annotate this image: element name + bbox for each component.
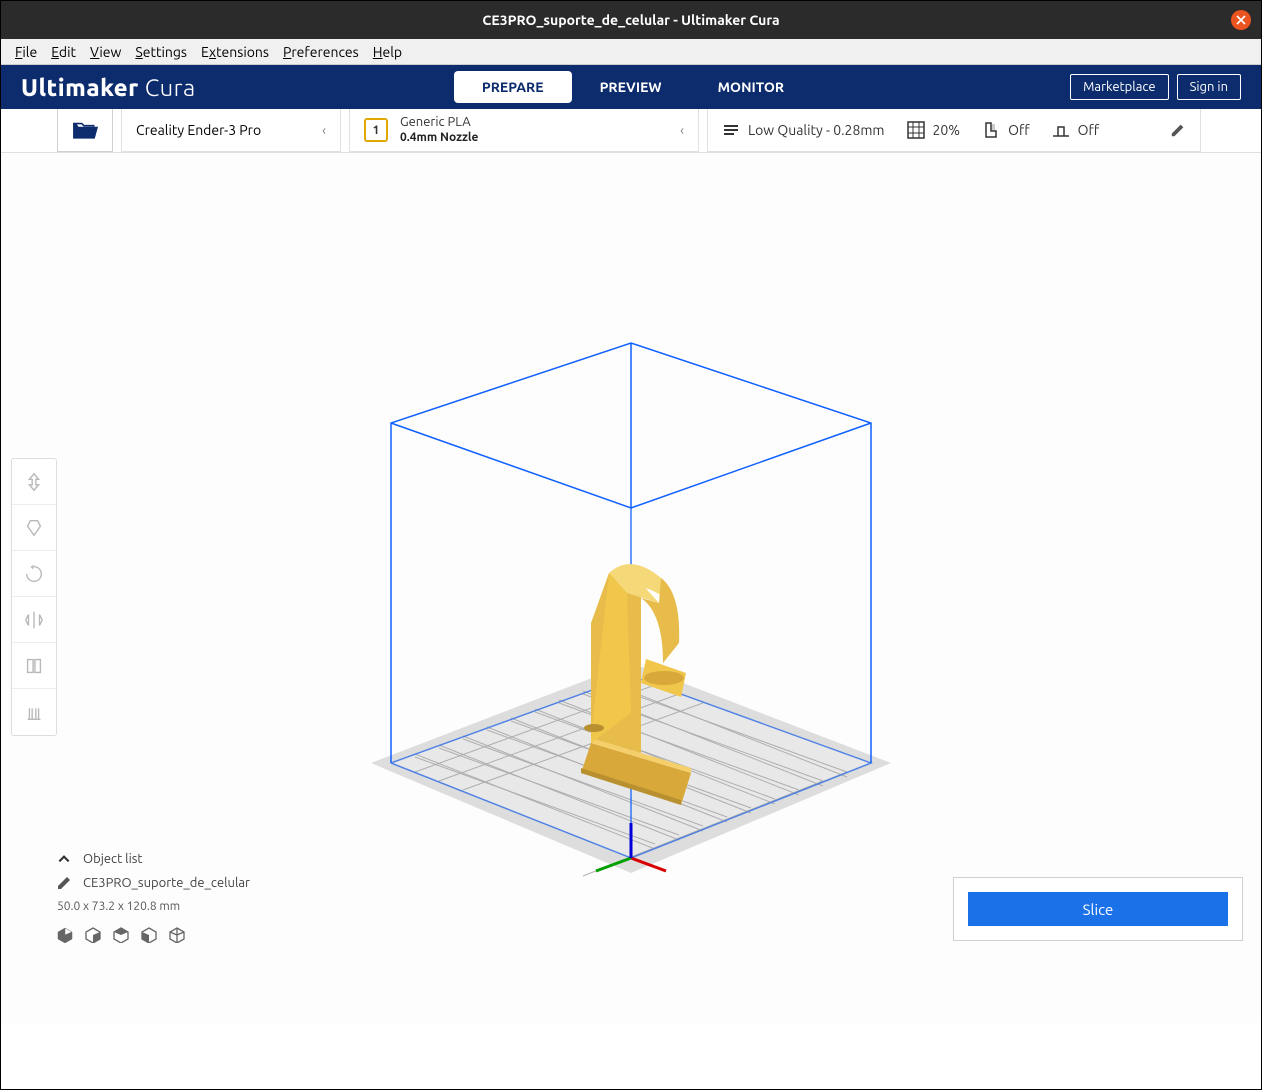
menu-extensions[interactable]: Extensions — [195, 42, 275, 62]
chevron-left-icon: ‹ — [680, 122, 684, 138]
menu-preferences[interactable]: Preferences — [277, 42, 365, 62]
model[interactable] — [581, 565, 691, 806]
scale-tool[interactable] — [12, 505, 56, 551]
printer-name: Creality Ender-3 Pro — [136, 122, 261, 138]
slice-panel: Slice — [953, 877, 1243, 941]
viewport[interactable]: Object list CE3PRO_suporte_de_celular 50… — [1, 153, 1261, 1023]
menu-edit[interactable]: Edit — [45, 42, 82, 62]
cube-left-icon[interactable] — [141, 927, 157, 943]
layers-icon — [722, 121, 740, 139]
nozzle-size: 0.4mm Nozzle — [400, 131, 680, 145]
quality-setting: Low Quality - 0.28mm — [722, 121, 885, 139]
brand-logo: Ultimaker Cura — [21, 74, 196, 101]
close-button[interactable] — [1231, 10, 1251, 30]
object-dimensions: 50.0 x 73.2 x 120.8 mm — [57, 900, 250, 913]
chevron-left-icon: ‹ — [322, 122, 326, 138]
scene-3d[interactable] — [331, 283, 931, 927]
cube-wire-icon[interactable] — [169, 927, 185, 943]
infill-icon — [907, 121, 925, 139]
adhesion-icon — [1052, 121, 1070, 139]
tab-prepare[interactable]: PREPARE — [454, 71, 572, 103]
marketplace-button[interactable]: Marketplace — [1070, 74, 1168, 100]
infill-setting: 20% — [907, 121, 961, 139]
cube-top-icon[interactable] — [113, 927, 129, 943]
view-mode-icons — [57, 927, 250, 943]
support-icon — [982, 121, 1000, 139]
menubar: File Edit View Settings Extensions Prefe… — [1, 39, 1261, 65]
transform-toolbar — [11, 458, 57, 736]
stage-tabs: PREPARE PREVIEW MONITOR — [206, 71, 1060, 103]
cube-solid-icon[interactable] — [57, 927, 73, 943]
object-list-item[interactable]: CE3PRO_suporte_de_celular — [57, 876, 250, 890]
tab-preview[interactable]: PREVIEW — [572, 71, 690, 103]
cube-front-icon[interactable] — [85, 927, 101, 943]
material-name: Generic PLA — [400, 115, 680, 131]
menu-help[interactable]: Help — [367, 42, 408, 62]
menu-file[interactable]: File — [9, 42, 43, 62]
rotate-tool[interactable] — [12, 551, 56, 597]
folder-icon — [72, 119, 98, 141]
config-bar: Creality Ender-3 Pro ‹ 1 Generic PLA 0.4… — [1, 109, 1261, 153]
print-settings-selector[interactable]: Low Quality - 0.28mm 20% Off Off — [707, 109, 1201, 152]
material-selector[interactable]: 1 Generic PLA 0.4mm Nozzle ‹ — [349, 109, 699, 152]
menu-settings[interactable]: Settings — [129, 42, 193, 62]
object-list-panel: Object list CE3PRO_suporte_de_celular 50… — [57, 852, 250, 943]
support-setting: Off — [982, 121, 1030, 139]
mirror-tool[interactable] — [12, 597, 56, 643]
move-tool[interactable] — [12, 459, 56, 505]
topbar: Ultimaker Cura PREPARE PREVIEW MONITOR M… — [1, 65, 1261, 109]
window-title: CE3PRO_suporte_de_celular - Ultimaker Cu… — [482, 12, 779, 28]
open-file-button[interactable] — [57, 109, 113, 152]
support-blocker-tool[interactable] — [12, 689, 56, 735]
footer-area — [1, 1023, 1261, 1089]
extruder-badge: 1 — [364, 118, 388, 142]
tab-monitor[interactable]: MONITOR — [690, 71, 812, 103]
mesh-tool[interactable] — [12, 643, 56, 689]
slice-button[interactable]: Slice — [968, 892, 1228, 926]
menu-view[interactable]: View — [84, 42, 127, 62]
adhesion-setting: Off — [1052, 121, 1100, 139]
object-list-header[interactable]: Object list — [57, 852, 250, 866]
pencil-icon — [57, 876, 71, 890]
titlebar: CE3PRO_suporte_de_celular - Ultimaker Cu… — [1, 1, 1261, 39]
signin-button[interactable]: Sign in — [1177, 74, 1241, 100]
chevron-up-icon — [57, 852, 71, 866]
pencil-icon[interactable] — [1170, 122, 1186, 138]
printer-selector[interactable]: Creality Ender-3 Pro ‹ — [121, 109, 341, 152]
